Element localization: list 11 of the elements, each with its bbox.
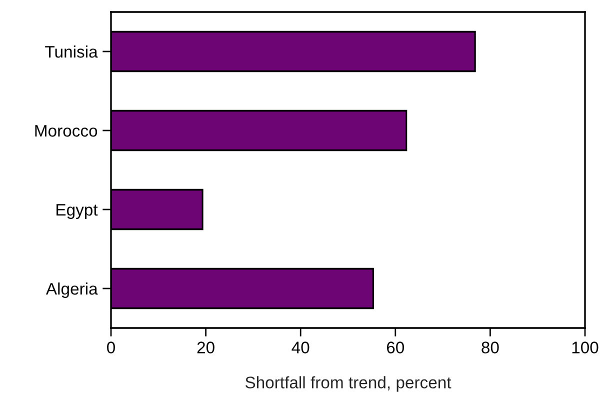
x-tick-label: 100 — [572, 342, 598, 354]
x-tick-label: 40 — [292, 342, 310, 354]
x-tick-label: 20 — [197, 342, 214, 354]
y-tick-label: Algeria — [46, 282, 98, 298]
x-tick-label: 60 — [386, 342, 404, 354]
x-axis-title: Shortfall from trend, percent — [245, 376, 452, 392]
x-tick-label: 80 — [482, 342, 499, 354]
y-tick-label: Morocco — [35, 125, 98, 137]
y-tick-label: Tunisia — [45, 45, 98, 58]
y-tick-label: Egypt — [56, 204, 98, 219]
x-tick-label: 0 — [107, 342, 115, 354]
